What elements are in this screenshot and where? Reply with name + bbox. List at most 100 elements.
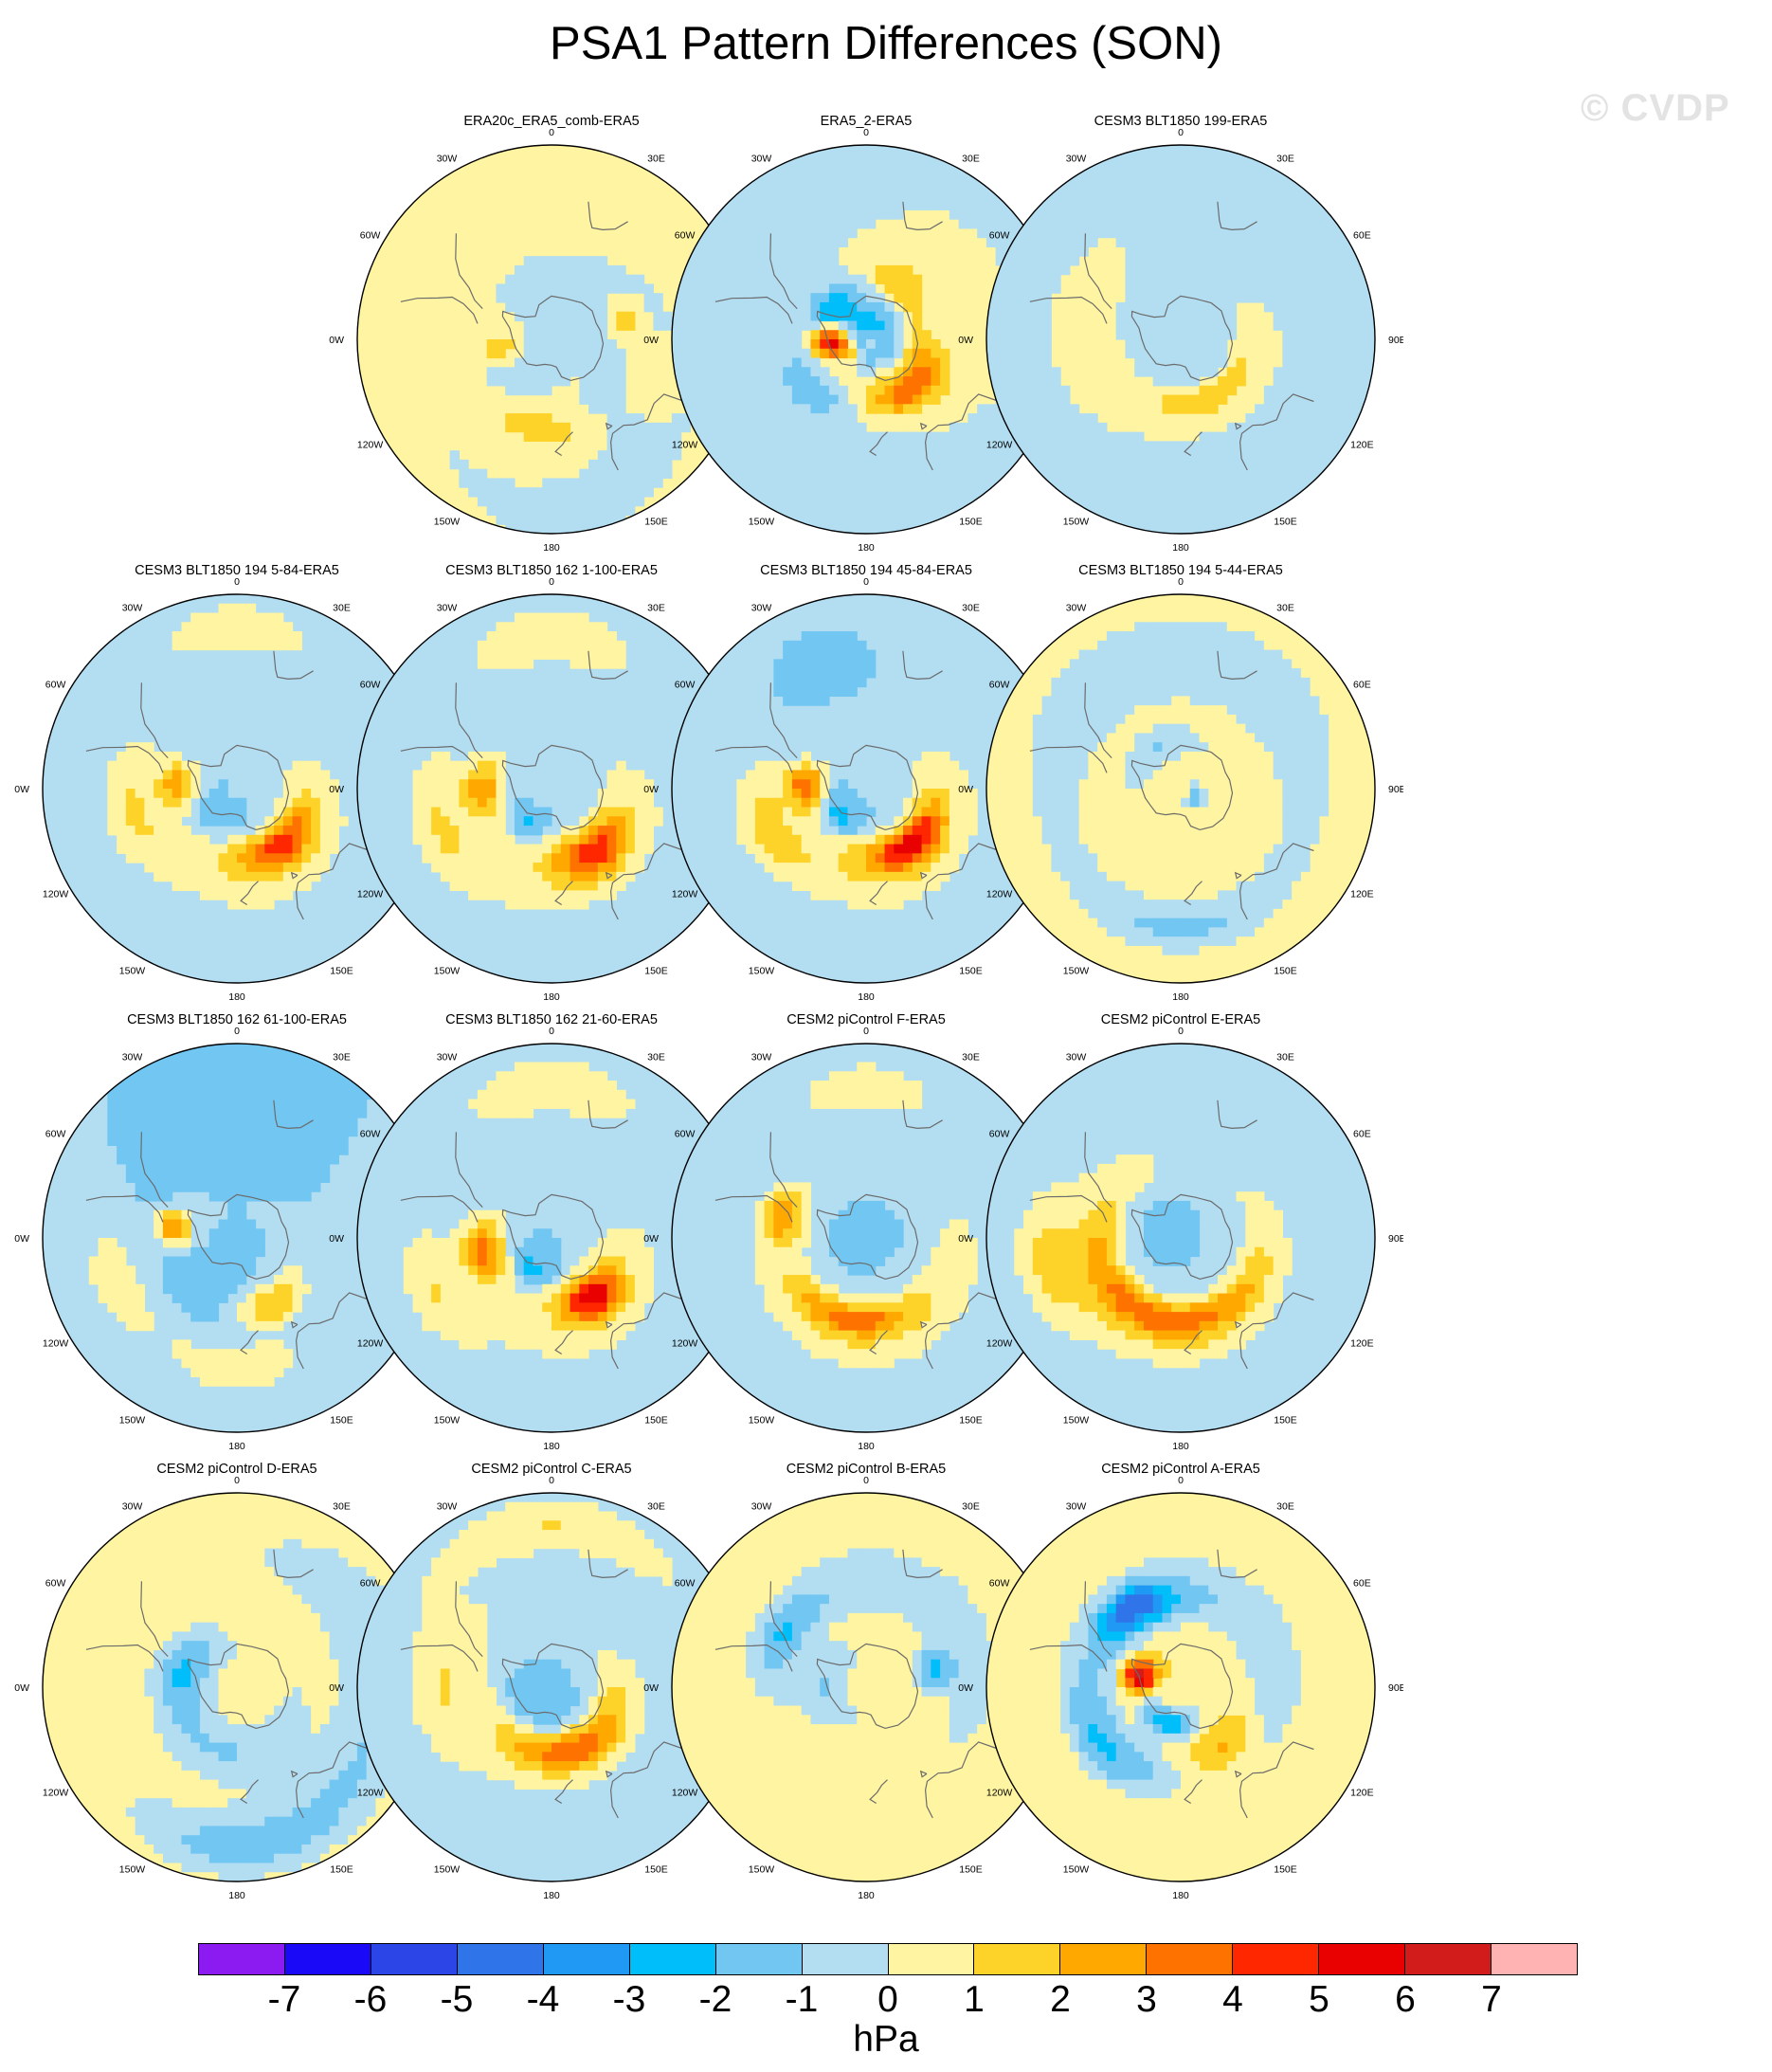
- field-cell: [1199, 524, 1209, 534]
- field-cell: [1300, 779, 1311, 790]
- field-cell: [1115, 515, 1127, 525]
- field-cell: [717, 330, 729, 340]
- field-cell: [1263, 714, 1275, 725]
- field-cell: [1263, 505, 1275, 517]
- field-cell: [523, 487, 534, 498]
- field-cell: [1282, 779, 1293, 790]
- field-cell: [1143, 677, 1154, 688]
- field-cell: [1032, 705, 1043, 716]
- field-cell: [1226, 612, 1238, 623]
- field-cell: [1032, 816, 1043, 827]
- field-cell: [1014, 441, 1024, 451]
- field-cell: [1273, 622, 1283, 632]
- field-cell: [496, 348, 506, 359]
- field-cell: [431, 826, 442, 836]
- field-cell: [486, 863, 497, 873]
- field-cell: [588, 515, 599, 525]
- field-cell: [1171, 367, 1182, 377]
- field-cell: [912, 274, 923, 285]
- field-cell: [1236, 173, 1246, 183]
- field-cell: [931, 496, 941, 507]
- field-cell: [533, 871, 543, 882]
- field-cell: [1023, 376, 1034, 387]
- field-cell: [727, 182, 737, 192]
- field-cell: [1347, 696, 1358, 706]
- field-cell: [551, 376, 562, 387]
- field-cell: [1226, 163, 1238, 173]
- field-cell: [791, 154, 803, 165]
- field-cell: [1041, 256, 1052, 266]
- field-cell: [570, 348, 580, 359]
- field-cell: [1226, 191, 1238, 202]
- field-cell: [709, 227, 719, 239]
- field-cell: [597, 631, 608, 642]
- field-cell: [828, 441, 840, 451]
- field-cell: [551, 283, 562, 294]
- field-cell: [523, 339, 534, 350]
- field-cell: [1310, 714, 1321, 725]
- field-cell: [884, 515, 895, 525]
- field-cell: [606, 357, 617, 368]
- field-cell: [199, 807, 210, 817]
- field-cell: [616, 431, 626, 442]
- field-cell: [1189, 505, 1201, 517]
- field-cell: [1032, 696, 1043, 706]
- field-cell: [653, 293, 663, 303]
- field-cell: [1356, 696, 1366, 706]
- field-cell: [985, 422, 997, 433]
- field-cell: [931, 524, 941, 534]
- field-cell: [680, 246, 692, 257]
- field-cell: [606, 413, 617, 424]
- field-cell: [542, 256, 552, 266]
- field-cell: [606, 376, 617, 387]
- field-cell: [783, 770, 793, 780]
- field-cell: [1255, 219, 1265, 229]
- field-cell: [810, 826, 821, 836]
- field-cell: [884, 871, 895, 882]
- field-cell: [838, 264, 849, 276]
- field-cell: [1329, 789, 1339, 799]
- field-cell: [1255, 422, 1265, 433]
- field-cell: [634, 826, 645, 836]
- field-cell: [1106, 705, 1117, 716]
- field-cell: [449, 760, 460, 772]
- field-cell: [1263, 431, 1275, 442]
- field-cell: [875, 890, 886, 900]
- field-cell: [1236, 163, 1246, 173]
- field-cell: [514, 376, 525, 387]
- field-cell: [1032, 441, 1043, 451]
- field-cell: [1088, 789, 1098, 799]
- field-cell: [773, 668, 784, 679]
- field-cell: [1060, 487, 1071, 498]
- field-cell: [828, 301, 840, 313]
- field-cell: [1106, 779, 1117, 790]
- field-cell: [606, 339, 617, 350]
- field-cell: [570, 264, 580, 276]
- field-cell: [523, 659, 534, 669]
- field-cell: [1218, 487, 1228, 498]
- field-cell: [783, 649, 793, 660]
- field-cell: [995, 714, 1006, 725]
- field-cell: [1337, 742, 1348, 753]
- field-cell: [746, 264, 756, 276]
- field-cell: [921, 751, 931, 762]
- field-cell: [931, 441, 941, 451]
- field-cell: [1263, 779, 1275, 790]
- field-cell: [801, 283, 812, 294]
- field-cell: [736, 422, 747, 433]
- field-cell: [486, 881, 497, 891]
- field-cell: [1106, 450, 1117, 461]
- field-cell: [912, 404, 923, 414]
- field-cell: [1143, 191, 1154, 202]
- field-cell: [820, 668, 830, 679]
- field-cell: [634, 863, 645, 873]
- field-cell: [1069, 191, 1080, 202]
- field-cell: [505, 853, 515, 863]
- field-cell: [857, 871, 867, 882]
- field-cell: [1310, 219, 1321, 229]
- field-cell: [746, 367, 756, 377]
- field-cell: [1032, 422, 1043, 433]
- field-cell: [680, 394, 692, 405]
- field-cell: [1125, 733, 1135, 743]
- field-cell: [699, 274, 710, 285]
